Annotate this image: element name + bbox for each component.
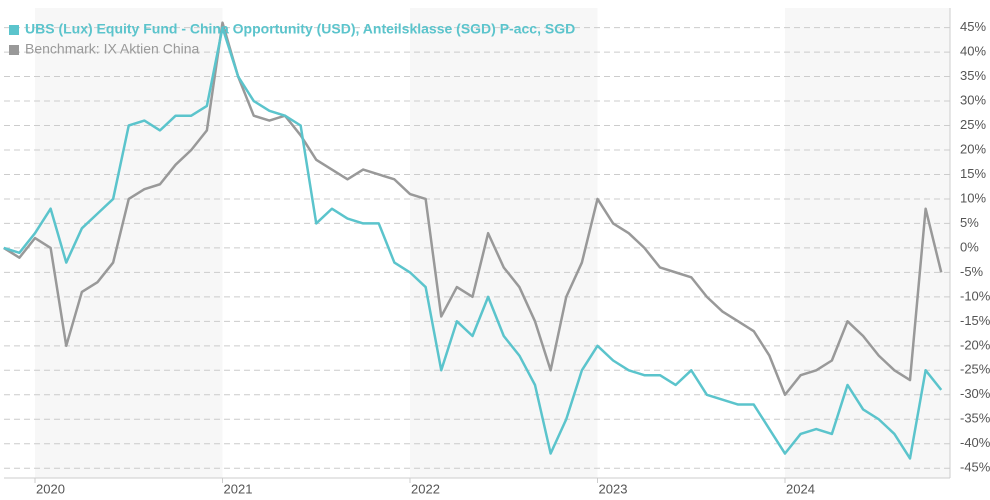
y-tick-label: -30% [960,386,990,401]
series-line [3,21,943,397]
y-tick-label: -15% [960,313,990,328]
year-band [785,8,950,478]
y-tick-label: 15% [960,166,986,181]
x-tick-label: 2023 [599,481,628,496]
year-band [410,8,598,478]
y-tick-label: 25% [960,117,986,132]
y-tick-label: -35% [960,411,990,426]
y-tick-label: 35% [960,68,986,83]
y-tick-label: -40% [960,435,990,450]
x-tick-label: 2021 [224,481,253,496]
y-tick-label: 40% [960,44,986,59]
y-tick-label: 0% [960,239,979,254]
x-tick-label: 2020 [36,481,65,496]
y-tick-label: 30% [960,92,986,107]
y-tick-label: 20% [960,141,986,156]
y-tick-label: 45% [960,19,986,34]
series-line [3,26,943,460]
year-band [35,8,223,478]
y-tick-label: 10% [960,190,986,205]
legend-swatch [9,25,19,35]
axes: 45% 40% 35% 30% 25% 20% 15% 10% 5% 0% -5% -10% -15% -… [4,8,990,496]
y-tick-label: -45% [960,460,990,475]
y-tick-label: -5% [960,264,984,279]
x-tick-label: 2024 [786,481,815,496]
y-tick-label: 5% [960,215,979,230]
legend-swatch [9,45,19,55]
y-tick-label: -20% [960,337,990,352]
legend: UBS (Lux) Equity Fund - China Opportunit… [9,21,575,57]
legend-label: UBS (Lux) Equity Fund - China Opportunit… [25,21,575,37]
y-tick-label: -25% [960,362,990,377]
y-tick-label: -10% [960,288,990,303]
x-tick-label: 2022 [411,481,440,496]
legend-label: Benchmark: IX Aktien China [25,41,200,57]
lines [3,21,943,460]
grid [4,27,950,469]
